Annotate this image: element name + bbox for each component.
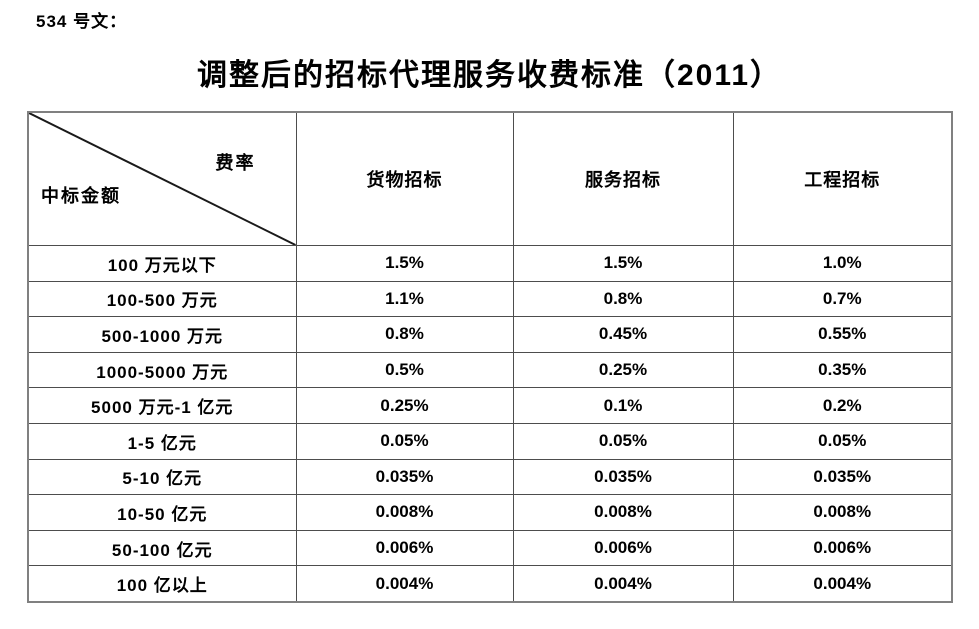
row-label: 500-1000 万元	[27, 316, 297, 353]
table-row: 5000 万元-1 亿元 0.25% 0.1% 0.2%	[27, 387, 953, 424]
table-row: 5-10 亿元 0.035% 0.035% 0.035%	[27, 458, 953, 496]
row-label: 5-10 亿元	[27, 458, 297, 496]
value-cell: 0.05%	[732, 422, 953, 460]
value-cell: 0.008%	[732, 494, 953, 531]
value-cell: 0.2%	[732, 387, 953, 424]
value-cell: 0.35%	[732, 351, 953, 389]
row-label: 100 亿以上	[27, 565, 297, 603]
column-header-services: 服务招标	[512, 111, 734, 246]
table-row: 1000-5000 万元 0.5% 0.25% 0.35%	[27, 351, 953, 389]
value-cell: 0.008%	[295, 494, 514, 531]
table-body: 100 万元以下 1.5% 1.5% 1.0% 100-500 万元 1.1% …	[27, 245, 953, 603]
value-cell: 0.035%	[732, 458, 953, 496]
table-row: 50-100 亿元 0.006% 0.006% 0.006%	[27, 529, 953, 567]
value-cell: 0.035%	[295, 458, 514, 496]
corner-label-bid-amount: 中标金额	[41, 186, 121, 206]
value-cell: 0.05%	[295, 422, 514, 460]
value-cell: 1.5%	[295, 245, 514, 282]
table-row: 100-500 万元 1.1% 0.8% 0.7%	[27, 280, 953, 318]
row-label: 5000 万元-1 亿元	[27, 387, 297, 424]
page-title: 调整后的招标代理服务收费标准（2011）	[196, 59, 783, 92]
table-row: 500-1000 万元 0.8% 0.45% 0.55%	[27, 316, 953, 353]
value-cell: 0.5%	[295, 351, 514, 389]
header-row: 费率 中标金额 货物招标 服务招标 工程招标	[27, 111, 953, 246]
row-label: 100-500 万元	[27, 280, 297, 318]
value-cell: 0.25%	[295, 387, 514, 424]
value-cell: 0.45%	[512, 316, 734, 353]
row-label: 50-100 亿元	[27, 529, 297, 567]
value-cell: 0.8%	[512, 280, 734, 318]
value-cell: 0.006%	[295, 529, 514, 567]
value-cell: 1.0%	[732, 245, 953, 282]
value-cell: 0.004%	[732, 565, 953, 603]
column-header-engineering: 工程招标	[732, 111, 953, 246]
fee-standard-table: 费率 中标金额 货物招标 服务招标 工程招标 100 万元以下 1.5% 1.5…	[27, 111, 953, 603]
table-row: 10-50 亿元 0.008% 0.008% 0.008%	[27, 494, 953, 531]
value-cell: 0.004%	[295, 565, 514, 603]
diagonal-divider-line	[29, 113, 295, 245]
diagonal-corner-cell: 费率 中标金额	[27, 111, 297, 246]
value-cell: 0.8%	[295, 316, 514, 353]
value-cell: 0.004%	[512, 565, 734, 603]
table-row: 100 万元以下 1.5% 1.5% 1.0%	[27, 245, 953, 282]
column-header-goods: 货物招标	[295, 111, 514, 246]
value-cell: 1.1%	[295, 280, 514, 318]
value-cell: 0.55%	[732, 316, 953, 353]
document-number-label: 534 号文：	[36, 12, 128, 31]
row-label: 10-50 亿元	[27, 494, 297, 531]
value-cell: 0.1%	[512, 387, 734, 424]
table-row: 100 亿以上 0.004% 0.004% 0.004%	[27, 565, 953, 603]
value-cell: 0.035%	[512, 458, 734, 496]
value-cell: 0.05%	[512, 422, 734, 460]
table-row: 1-5 亿元 0.05% 0.05% 0.05%	[27, 422, 953, 460]
value-cell: 1.5%	[512, 245, 734, 282]
value-cell: 0.006%	[512, 529, 734, 567]
row-label: 1000-5000 万元	[27, 351, 297, 389]
corner-label-fee-rate: 费率	[215, 153, 256, 173]
value-cell: 0.008%	[512, 494, 734, 531]
table-header: 费率 中标金额 货物招标 服务招标 工程招标	[27, 111, 953, 246]
value-cell: 0.25%	[512, 351, 734, 389]
row-label: 1-5 亿元	[27, 422, 297, 460]
value-cell: 0.7%	[732, 280, 953, 318]
row-label: 100 万元以下	[27, 245, 297, 282]
value-cell: 0.006%	[732, 529, 953, 567]
